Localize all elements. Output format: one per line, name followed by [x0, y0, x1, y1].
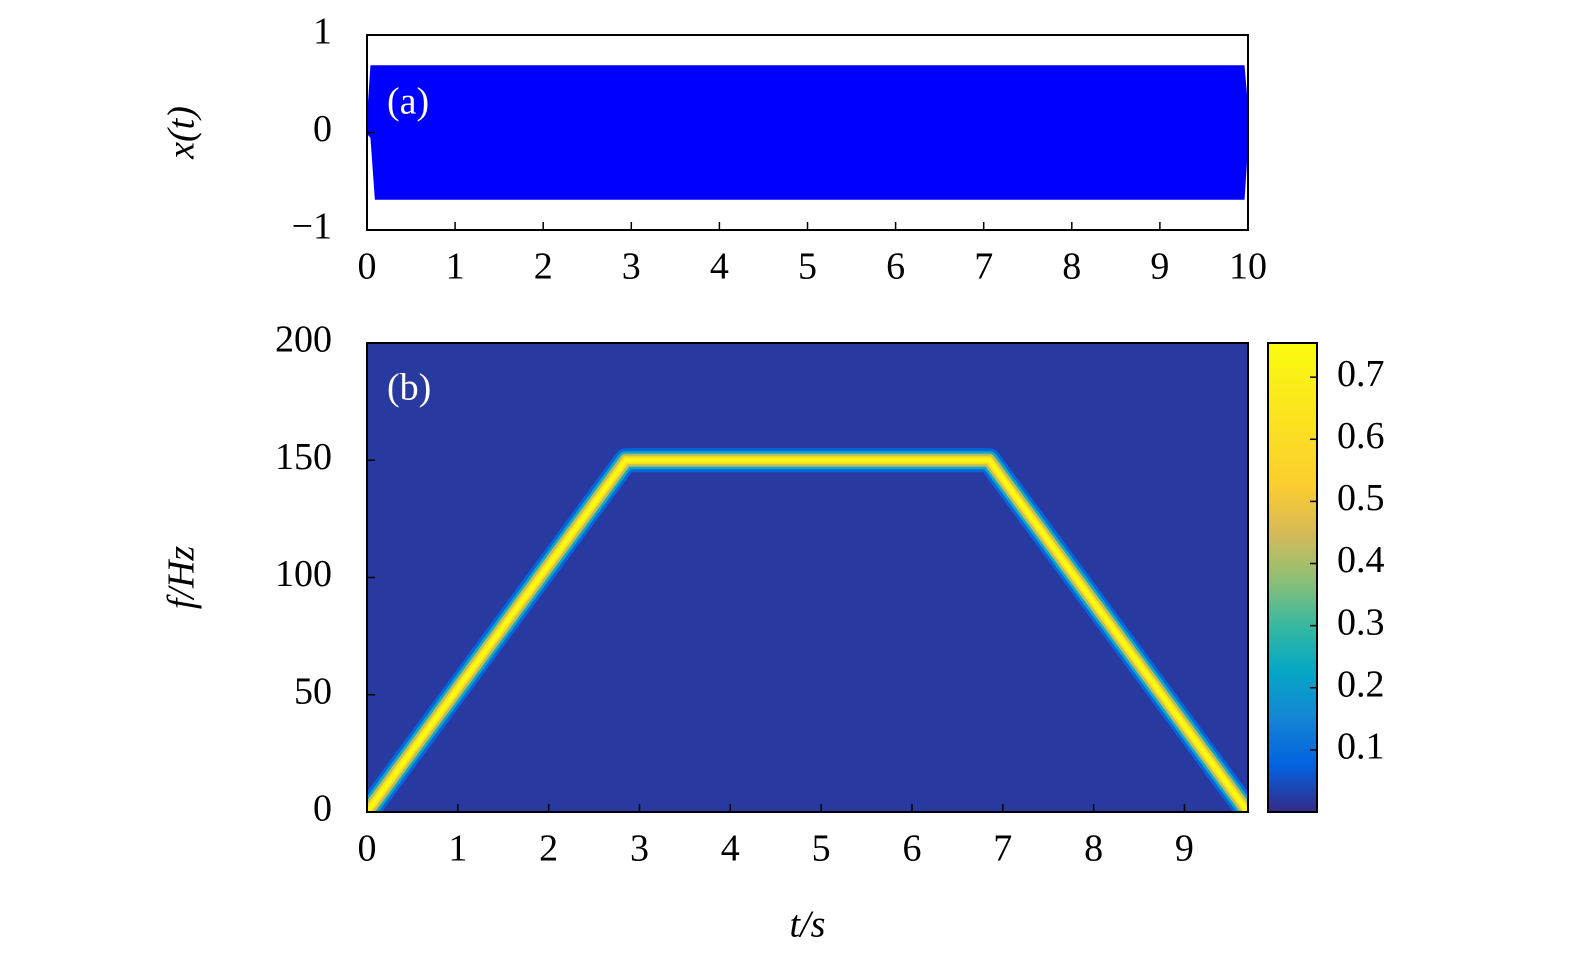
y-tick-label: 1 [313, 11, 332, 53]
y-tick-label: 0 [313, 788, 332, 830]
colorbar-tick-label: 0.3 [1337, 601, 1385, 643]
x-tick-label: 5 [812, 828, 831, 870]
y-axis-label: f/Hz [161, 546, 203, 610]
y-tick-label: −1 [292, 206, 332, 248]
colorbar-tick-label: 0.2 [1337, 663, 1385, 705]
x-tick-label: 9 [1175, 828, 1194, 870]
colorbar-tick-label: 0.1 [1337, 726, 1385, 768]
colorbar-tick-label: 0.5 [1337, 477, 1385, 519]
x-tick-label: 4 [710, 246, 729, 288]
y-tick-label: 0 [313, 108, 332, 150]
colorbar [1267, 342, 1318, 813]
x-tick-label: 2 [534, 246, 553, 288]
x-tick-label: 7 [993, 828, 1012, 870]
x-tick-label: 9 [1150, 246, 1169, 288]
x-tick-label: 5 [798, 246, 817, 288]
colorbar-tick-label: 0.6 [1337, 415, 1385, 457]
x-tick-label: 2 [539, 828, 558, 870]
y-tick-label: 150 [275, 436, 332, 478]
ridge-peak [367, 459, 1248, 812]
y-tick-label: 50 [294, 670, 332, 712]
colorbar-tick-label: 0.4 [1337, 539, 1385, 581]
panel-label: (a) [387, 81, 429, 123]
y-tick-label: 100 [275, 553, 332, 595]
x-tick-label: 10 [1229, 246, 1267, 288]
x-tick-label: 6 [902, 828, 921, 870]
signal-band [365, 65, 1249, 200]
x-tick-label: 1 [448, 828, 467, 870]
y-axis-label: x(t) [161, 106, 203, 160]
y-tick-label: 200 [275, 319, 332, 361]
colorbar-tick-label: 0.7 [1337, 353, 1385, 395]
x-tick-label: 6 [886, 246, 905, 288]
x-tick-label: 3 [622, 246, 641, 288]
panel-label: (b) [387, 367, 431, 409]
x-axis-label: t/s [790, 904, 826, 946]
x-tick-label: 8 [1062, 246, 1081, 288]
x-tick-label: 0 [358, 246, 377, 288]
heatmap-background [367, 343, 1248, 812]
x-tick-label: 4 [721, 828, 740, 870]
x-tick-label: 8 [1084, 828, 1103, 870]
x-tick-label: 7 [974, 246, 993, 288]
x-tick-label: 3 [630, 828, 649, 870]
x-tick-label: 1 [446, 246, 465, 288]
x-tick-label: 0 [358, 828, 377, 870]
